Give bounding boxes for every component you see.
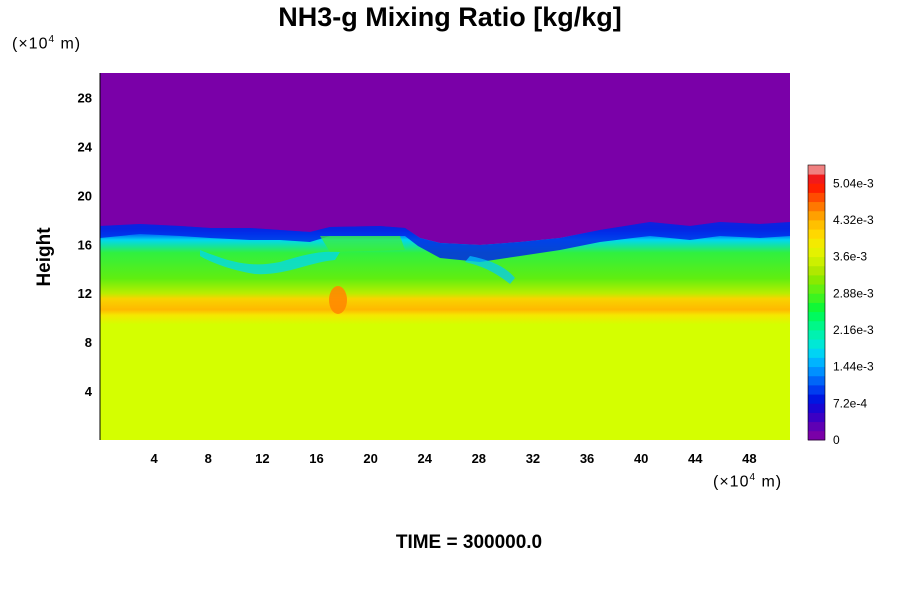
colorbar-swatch: [808, 247, 825, 258]
x-tick-label: 40: [634, 451, 648, 466]
colorbar-swatch: [808, 256, 825, 267]
colorbar-swatch: [808, 174, 825, 184]
colorbar-frame: [807, 164, 826, 441]
colorbar-tick-label: 4.32e-3: [833, 213, 874, 227]
colorbar-swatch: [808, 348, 825, 358]
colorbar-swatch: [808, 339, 825, 349]
colorbar-swatch: [808, 220, 825, 230]
colorbar-swatch: [808, 229, 825, 239]
colorbar-swatch: [808, 421, 825, 432]
x-tick-label: 4: [151, 451, 159, 466]
colorbar-swatch: [808, 385, 825, 395]
y-axis-label: Height: [34, 227, 55, 287]
colorbar-tick-label: 0: [833, 433, 840, 447]
colorbar-swatch: [808, 265, 825, 276]
x-tick-label: 44: [688, 451, 703, 466]
x-tick-label: 48: [742, 451, 756, 466]
colorbar-swatch: [808, 284, 825, 294]
colorbar: [807, 164, 826, 441]
y-tick-label: 20: [78, 188, 92, 203]
y-tick-labels: 4 8 12 16 20 24 28: [78, 90, 93, 399]
time-label: TIME = 300000.0: [395, 532, 543, 553]
y-tick-label: 8: [85, 335, 92, 350]
colorbar-tick-label: 3.6e-3: [833, 250, 867, 264]
colorbar-swatch: [808, 394, 825, 404]
colorbar-tick-label: 5.04e-3: [833, 176, 874, 190]
colorbar-swatch: [808, 192, 825, 203]
y-axis-unit: (×104 m): [12, 34, 82, 53]
y-tick-label: 24: [78, 139, 93, 154]
colorbar-swatch: [808, 275, 825, 285]
x-tick-label: 8: [205, 451, 212, 466]
colorbar-swatch: [808, 330, 825, 340]
field-upper-region: [100, 73, 790, 245]
colorbar-swatch: [808, 412, 825, 423]
colorbar-swatch: [808, 201, 825, 212]
colorbar-swatch: [808, 403, 825, 413]
colorbar-tick-label: 1.44e-3: [833, 360, 874, 374]
y-tick-label: 16: [78, 237, 92, 252]
colorbar-tick-label: 2.88e-3: [833, 286, 874, 300]
x-tick-label: 16: [309, 451, 323, 466]
y-tick-label: 12: [78, 286, 92, 301]
colorbar-swatch: [808, 320, 825, 331]
colorbar-tick-label: 2.16e-3: [833, 323, 874, 337]
x-tick-label: 20: [363, 451, 377, 466]
colorbar-swatch: [808, 430, 825, 441]
colorbar-swatch: [808, 183, 825, 193]
x-tick-label: 12: [255, 451, 269, 466]
colorbar-swatch: [808, 357, 825, 368]
colorbar-swatch: [808, 210, 825, 221]
colorbar-tick-label: 7.2e-4: [833, 396, 867, 410]
field-orange-blob: [329, 286, 347, 314]
colorbar-swatch: [808, 366, 825, 377]
colorbar-swatch: [808, 238, 825, 248]
chart-title: NH3-g Mixing Ratio [kg/kg]: [278, 2, 622, 32]
field-cyan-dip: [465, 256, 515, 284]
field-cyan-feature: [200, 250, 340, 275]
x-tick-label: 24: [417, 451, 432, 466]
x-tick-label: 36: [580, 451, 594, 466]
y-tick-label: 4: [85, 384, 93, 399]
colorbar-swatch: [808, 165, 825, 175]
x-tick-label: 28: [472, 451, 486, 466]
colorbar-swatch: [808, 302, 825, 313]
colorbar-swatch: [808, 375, 825, 386]
colorbar-tick-labels: 0 7.2e-4 1.44e-3 2.16e-3 2.88e-3 3.6e-3 4.32e-…: [833, 176, 874, 447]
x-axis-unit: (×104 m): [713, 472, 783, 491]
y-tick-label: 28: [78, 90, 92, 105]
field-green-patch: [320, 236, 405, 252]
x-tick-labels: 4 8 12 16 20 24 28 32 36 40 44 48: [151, 451, 757, 466]
x-tick-label: 32: [526, 451, 540, 466]
colorbar-swatch: [808, 293, 825, 303]
field-blue-front: [100, 222, 790, 262]
colorbar-swatch: [808, 311, 825, 322]
plot-area: [100, 73, 790, 440]
